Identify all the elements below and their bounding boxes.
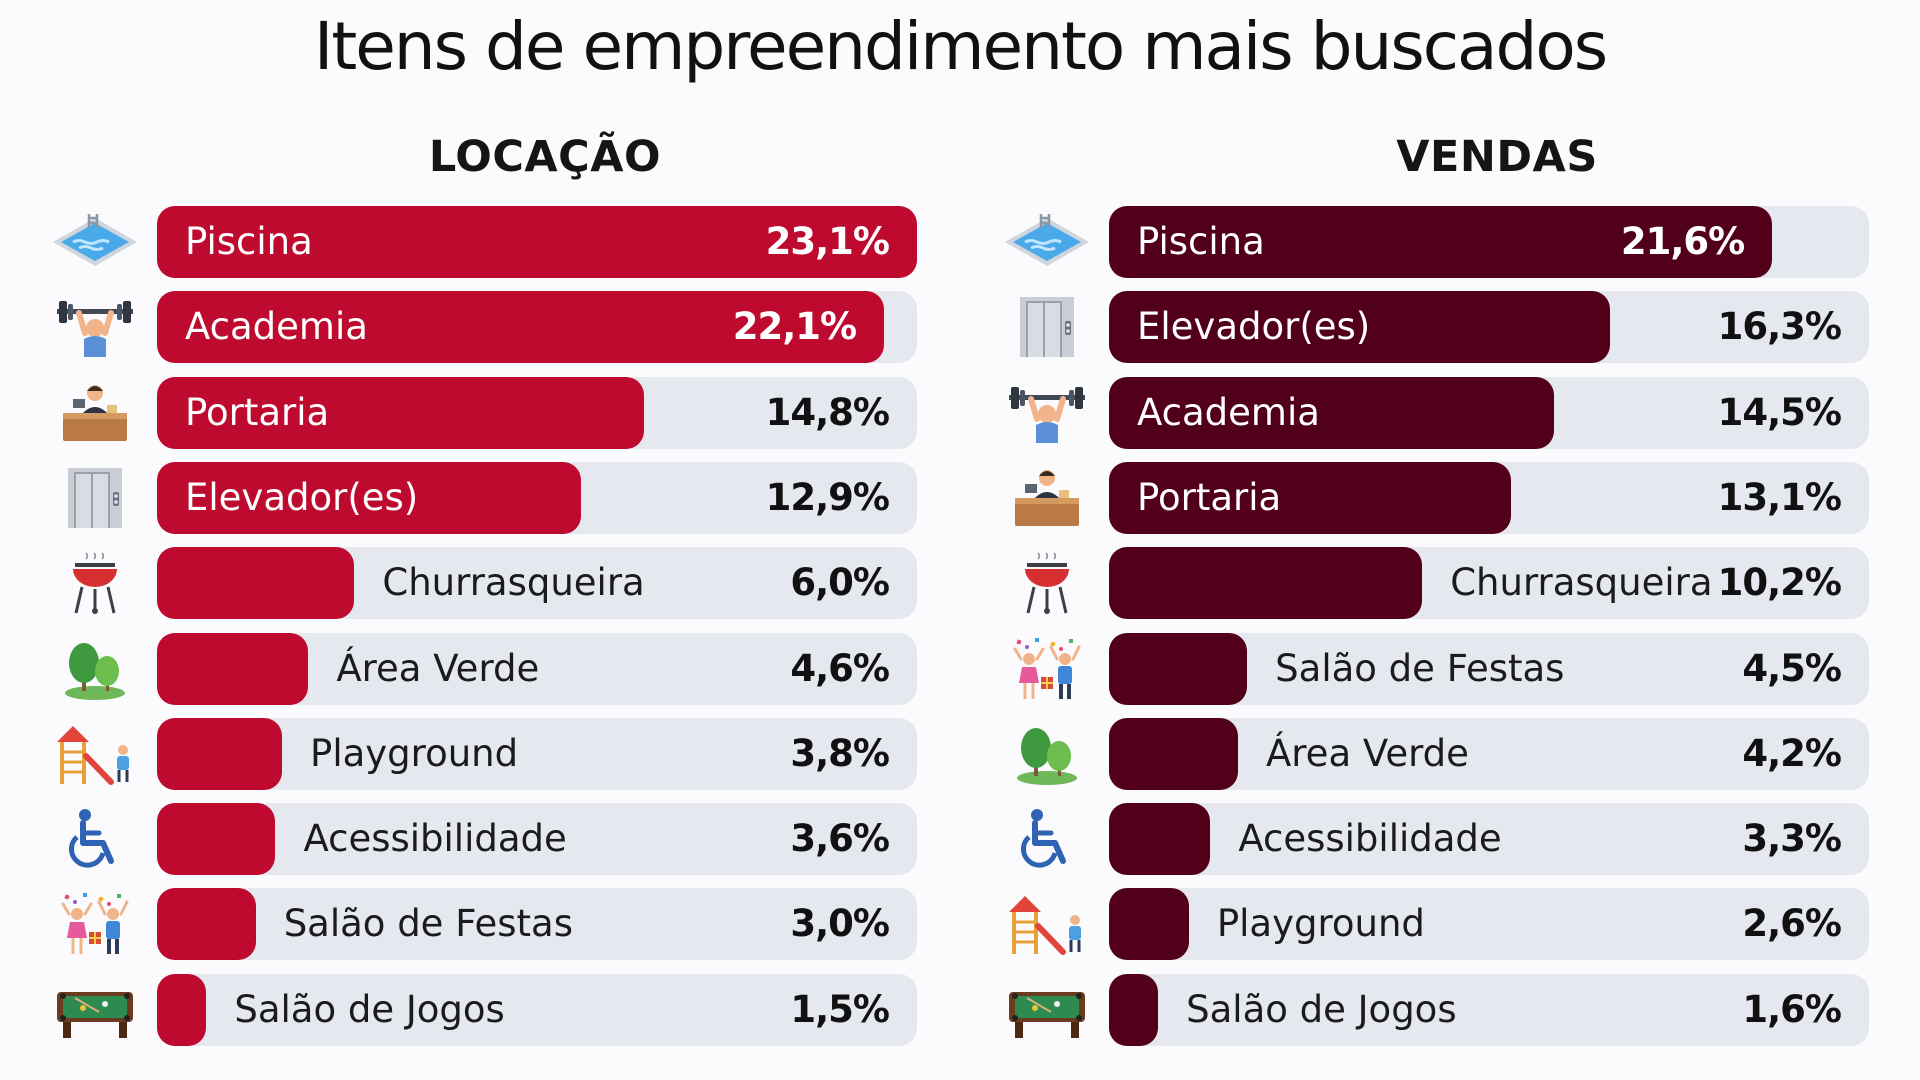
wheelchair-icon	[1015, 807, 1079, 875]
value-label: 6,0%	[790, 561, 890, 605]
bar-portaria	[157, 376, 644, 449]
value-label: 2,6%	[1742, 902, 1842, 946]
bar-churrasqueira	[1109, 547, 1423, 620]
bar-acessibilidade	[157, 803, 276, 876]
value-label: 4,6%	[790, 646, 890, 690]
vendas-panel: VENDAS Piscina 21,6% Elevador(es) 16,3% Ac…	[1002, 120, 1920, 1070]
category-label: Salão de Festas	[1275, 646, 1565, 690]
bar-churrasqueira	[157, 547, 355, 620]
tree-icon	[63, 637, 127, 705]
pool-table-icon	[53, 978, 137, 1046]
grill-icon	[66, 551, 124, 619]
value-label: 1,6%	[1742, 987, 1842, 1031]
elevator-icon	[66, 466, 124, 534]
bar-track	[157, 803, 917, 876]
bar-salão-de-festas	[1109, 632, 1248, 705]
category-label: Salão de Festas	[283, 902, 573, 946]
value-label: 23,1%	[765, 220, 890, 263]
bar-elevador-es-	[157, 461, 582, 534]
vendas-title: VENDAS	[1396, 132, 1598, 182]
bar-elevador-es-	[1109, 291, 1610, 364]
category-label: Academia	[1137, 390, 1320, 434]
bar-track	[157, 888, 917, 961]
value-label: 3,0%	[790, 902, 890, 946]
value-label: 21,6%	[1620, 220, 1745, 263]
bar-salão-de-jogos	[1109, 973, 1159, 1046]
category-label: Acessibilidade	[1238, 817, 1502, 861]
category-label: Elevador(es)	[1137, 305, 1371, 349]
category-label: Academia	[185, 305, 368, 349]
category-label: Churrasqueira	[382, 561, 645, 605]
value-label: 3,3%	[1742, 817, 1842, 861]
bar-piscina	[1109, 206, 1773, 278]
pool-table-icon	[1005, 978, 1089, 1046]
bar-track	[1109, 973, 1869, 1046]
party-icon	[59, 892, 131, 960]
category-label: Acessibilidade	[303, 817, 567, 861]
value-label: 13,1%	[1717, 475, 1842, 519]
reception-icon	[1011, 466, 1083, 534]
chart-title: Itens de empreendimento mais buscados	[313, 8, 1608, 85]
value-label: 14,8%	[765, 390, 890, 434]
value-label: 1,5%	[790, 987, 890, 1031]
bar-academia	[1109, 376, 1555, 449]
bar-salão-de-jogos	[157, 973, 207, 1046]
value-label: 4,5%	[1742, 646, 1842, 690]
bar-área-verde	[157, 632, 309, 705]
playground-icon	[1005, 892, 1089, 960]
grill-icon	[1018, 551, 1076, 619]
category-label: Playground	[310, 731, 519, 775]
bar-playground	[1109, 888, 1189, 961]
value-label: 22,1%	[732, 305, 857, 349]
tree-icon	[1015, 722, 1079, 790]
pool-icon	[49, 210, 141, 278]
category-label: Área Verde	[1265, 731, 1469, 775]
value-label: 3,8%	[790, 731, 890, 775]
value-label: 16,3%	[1717, 305, 1842, 349]
category-label: Área Verde	[336, 646, 540, 690]
bar-academia	[157, 291, 885, 364]
weightlifting-icon	[1005, 381, 1089, 449]
playground-icon	[53, 722, 137, 790]
bar-track	[1109, 803, 1869, 876]
bar-salão-de-festas	[157, 888, 256, 961]
bar-acessibilidade	[1109, 803, 1211, 876]
party-icon	[1011, 637, 1083, 705]
category-label: Churrasqueira	[1450, 561, 1713, 605]
locacao-panel: LOCAÇÃO Piscina 23,1% Academia 22,1% Porta…	[50, 120, 970, 1070]
value-label: 3,6%	[790, 817, 890, 861]
category-label: Salão de Jogos	[234, 987, 505, 1031]
bar-track	[157, 717, 917, 790]
bar-track	[1109, 888, 1869, 961]
reception-icon	[59, 381, 131, 449]
category-label: Portaria	[1137, 475, 1282, 519]
elevator-icon	[1018, 295, 1076, 363]
category-label: Elevador(es)	[185, 475, 419, 519]
value-label: 10,2%	[1717, 561, 1842, 605]
bar-área-verde	[1109, 717, 1238, 790]
weightlifting-icon	[53, 295, 137, 363]
bar-track	[157, 973, 917, 1046]
bar-playground	[157, 717, 283, 790]
category-label: Piscina	[185, 220, 313, 263]
category-label: Salão de Jogos	[1186, 987, 1457, 1031]
wheelchair-icon	[63, 807, 127, 875]
category-label: Portaria	[185, 390, 330, 434]
locacao-title: LOCAÇÃO	[428, 132, 662, 182]
value-label: 4,2%	[1742, 731, 1842, 775]
category-label: Playground	[1216, 902, 1425, 946]
pool-icon	[1001, 210, 1093, 278]
value-label: 12,9%	[765, 475, 890, 519]
bar-piscina	[157, 206, 917, 278]
category-label: Piscina	[1137, 220, 1265, 263]
bar-portaria	[1109, 461, 1512, 534]
value-label: 14,5%	[1717, 390, 1842, 434]
